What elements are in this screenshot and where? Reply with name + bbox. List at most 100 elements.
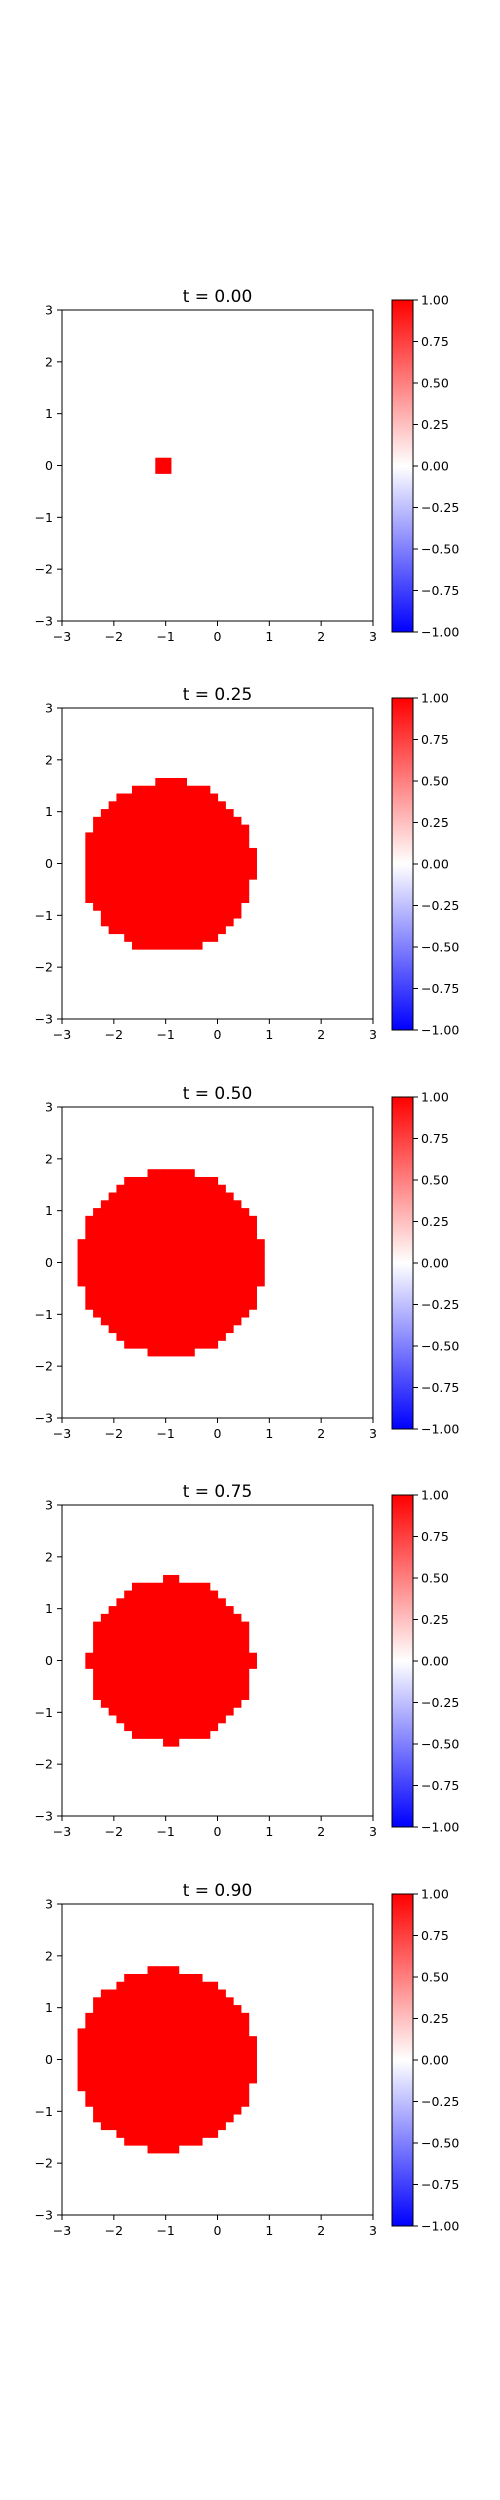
- heatmap-cell: [100, 2012, 110, 2022]
- heatmap-cell: [186, 809, 195, 818]
- heatmap-cell: [155, 2098, 164, 2107]
- heatmap-cell: [147, 1231, 156, 1240]
- heatmap-cell: [186, 871, 195, 880]
- heatmap-cell: [240, 871, 250, 880]
- heatmap-cell: [163, 1316, 172, 1326]
- heatmap-cell: [201, 1246, 211, 1256]
- heatmap-cell: [147, 1722, 156, 1732]
- heatmap-cell: [170, 2106, 180, 2115]
- heatmap-cell: [108, 871, 118, 880]
- heatmap-cell: [147, 941, 156, 950]
- heatmap-cell: [155, 902, 164, 911]
- heatmap-cell: [209, 847, 219, 857]
- heatmap-cell: [147, 2020, 156, 2030]
- heatmap-cell: [225, 1606, 234, 1615]
- heatmap-cell: [116, 793, 125, 802]
- heatmap-cell: [163, 855, 172, 865]
- heatmap-cell: [108, 855, 118, 865]
- heatmap-cell: [108, 1629, 118, 1638]
- y-tick-label: −1: [35, 510, 53, 525]
- heatmap-cell: [178, 1223, 188, 1233]
- heatmap-cell: [178, 1590, 188, 1599]
- heatmap-cell: [186, 1683, 195, 1693]
- heatmap-cell: [209, 2020, 219, 2030]
- heatmap-cell: [131, 816, 141, 826]
- heatmap-cell: [147, 1676, 156, 1685]
- panels: t = 0.00−3 −2 −1 0 1 2 3−3−2−101231.000.750.50…: [35, 287, 460, 2238]
- heatmap-cell: [116, 1254, 125, 1264]
- heatmap-cell: [108, 1293, 118, 1302]
- heatmap-cell: [217, 1285, 226, 1295]
- x-tick-label: 0: [214, 1426, 222, 1441]
- colorbar-tick-label: −0.25: [421, 500, 459, 515]
- heatmap-cell: [155, 1254, 164, 1264]
- heatmap-cells: [85, 1574, 257, 1747]
- heatmap-cell: [139, 793, 149, 802]
- heatmap-cell: [124, 871, 133, 880]
- heatmap-cell: [178, 1176, 188, 1186]
- heatmap-cell: [131, 824, 141, 834]
- heatmap-cell: [233, 1668, 242, 1677]
- heatmap-cell: [131, 2012, 141, 2022]
- heatmap-cell: [240, 1301, 250, 1310]
- x-tick-label: −1: [156, 1426, 174, 1441]
- heatmap-cell: [85, 855, 94, 865]
- heatmap-cell: [163, 1707, 172, 1716]
- heatmap-cell: [108, 2012, 118, 2022]
- heatmap-cell: [163, 1574, 172, 1584]
- heatmap-cell: [217, 2043, 226, 2053]
- heatmap-cell: [209, 863, 219, 872]
- heatmap-cell: [194, 1676, 203, 1685]
- heatmap-cell: [194, 1231, 203, 1240]
- heatmap-cell: [194, 1239, 203, 1248]
- heatmap-cell: [93, 2043, 102, 2053]
- heatmap-cell: [201, 1730, 211, 1739]
- heatmap-cell: [139, 1184, 149, 1194]
- heatmap-cells: [155, 457, 172, 474]
- heatmap-cell: [225, 1285, 234, 1295]
- heatmap-cell: [186, 2082, 195, 2092]
- heatmap-cell: [108, 2106, 118, 2115]
- heatmap-cell: [155, 1316, 164, 1326]
- heatmap-cell: [240, 1629, 250, 1638]
- heatmap-cell: [155, 1668, 164, 1677]
- heatmap-cell: [124, 1293, 133, 1302]
- heatmap-cell: [108, 1707, 118, 1716]
- heatmap-cell: [240, 1652, 250, 1662]
- heatmap-cell: [100, 1989, 110, 1998]
- heatmap-cell: [170, 1340, 180, 1349]
- heatmap-cell: [100, 2106, 110, 2115]
- heatmap-cell: [178, 863, 188, 872]
- heatmap-cell: [186, 2075, 195, 2084]
- heatmap-cell: [217, 1270, 226, 1279]
- heatmap-cell: [147, 1652, 156, 1662]
- heatmap-cell: [178, 1676, 188, 1685]
- heatmap-cell: [131, 2129, 141, 2138]
- heatmap-cell: [85, 2082, 94, 2092]
- heatmap-cell: [93, 2106, 102, 2115]
- heatmap-cell: [194, 840, 203, 849]
- heatmap-cell: [186, 1668, 195, 1677]
- heatmap-cell: [147, 1316, 156, 1326]
- heatmap-cell: [186, 816, 195, 826]
- heatmap-cell: [201, 1652, 211, 1662]
- heatmap-cell: [100, 1660, 110, 1669]
- heatmap-cell: [194, 2036, 203, 2045]
- heatmap-cell: [186, 1637, 195, 1646]
- heatmap-cell: [194, 1301, 203, 1310]
- heatmap-cell: [139, 1262, 149, 1271]
- heatmap-cell: [77, 1239, 86, 1248]
- heatmap-cell: [233, 1293, 242, 1302]
- heatmap-cell: [217, 910, 226, 919]
- heatmap-cell: [201, 2020, 211, 2030]
- heatmap-cell: [155, 801, 164, 810]
- heatmap-cell: [100, 2075, 110, 2084]
- heatmap-cell: [93, 1629, 102, 1638]
- heatmap-cell: [124, 2082, 133, 2092]
- heatmap-cell: [209, 2098, 219, 2107]
- heatmap-cell: [178, 1637, 188, 1646]
- heatmap-cell: [85, 2028, 94, 2037]
- colorbar-tick-label: −1.00: [421, 2219, 459, 2234]
- heatmap-cell: [93, 1652, 102, 1662]
- heatmap-cell: [186, 1246, 195, 1256]
